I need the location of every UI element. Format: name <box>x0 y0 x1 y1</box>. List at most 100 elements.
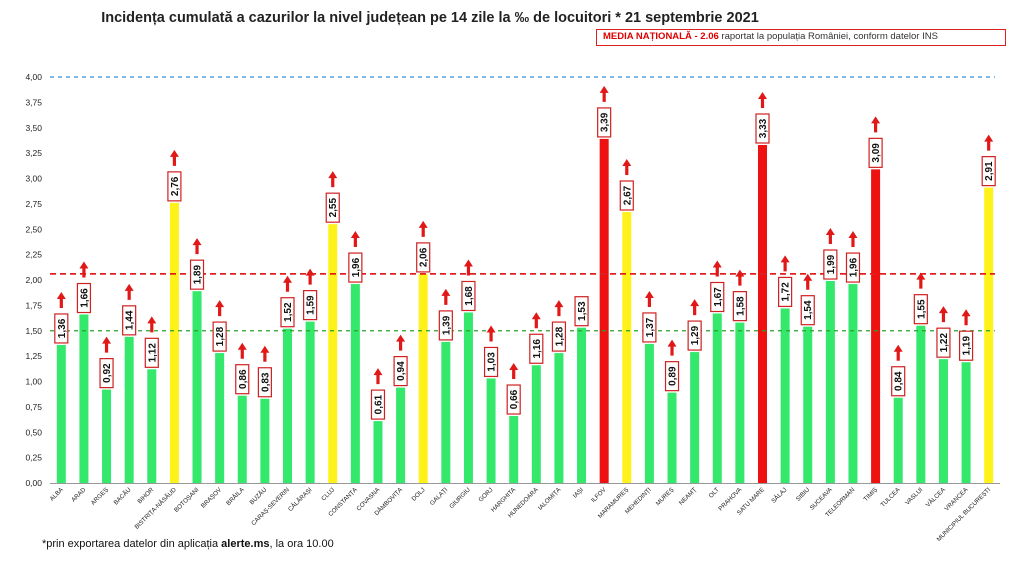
value-label: 1,53 <box>577 301 588 321</box>
up-arrow-icon <box>848 231 858 248</box>
value-label: 1,66 <box>79 288 90 308</box>
value-label-box <box>506 384 521 415</box>
bars <box>56 138 994 484</box>
category-label: SIBIU <box>795 486 811 502</box>
bar <box>102 389 112 483</box>
bar <box>984 187 994 483</box>
bar <box>463 312 473 483</box>
category-label: TIMIȘ <box>862 486 879 503</box>
value-label-box <box>348 252 363 283</box>
category-label: BRAȘOV <box>200 486 224 510</box>
value-label: 1,96 <box>848 257 859 277</box>
y-tick-label: 1,00 <box>25 377 42 387</box>
value-label: 1,67 <box>713 287 724 307</box>
value-label: 1,29 <box>690 325 701 345</box>
bar <box>283 328 292 483</box>
category-label: VÂLCEA <box>925 486 948 509</box>
value-label: 0,92 <box>102 363 113 383</box>
bar <box>690 352 700 483</box>
value-label-box <box>167 171 182 202</box>
bar <box>712 313 722 483</box>
up-arrow-icon <box>984 134 994 151</box>
value-label-box <box>958 330 974 361</box>
category-label: GORJ <box>477 486 494 503</box>
value-label-box <box>438 310 453 341</box>
up-arrow-icon <box>554 300 564 317</box>
value-label-box <box>936 327 951 358</box>
category-label: SĂLAJ <box>770 486 788 504</box>
up-arrow-icon <box>871 116 881 133</box>
bar <box>825 281 835 483</box>
y-tick-label: 3,00 <box>25 174 42 184</box>
value-label-box <box>687 320 702 351</box>
value-label: 2,06 <box>419 247 430 267</box>
value-label-box <box>303 290 318 321</box>
value-label: 1,68 <box>464 286 475 306</box>
y-tick-label: 0,50 <box>25 427 42 437</box>
bar <box>893 397 903 483</box>
value-label: 1,58 <box>735 296 746 316</box>
category-label: DOLJ <box>410 486 426 502</box>
value-label-box <box>416 242 431 273</box>
category-label: ARGEȘ <box>90 486 110 506</box>
bar <box>848 284 858 483</box>
value-label-box <box>732 291 747 322</box>
category-label: CĂLĂRAȘI <box>287 486 314 513</box>
bar <box>305 321 315 483</box>
value-label: 1,55 <box>916 299 927 319</box>
up-arrow-icon <box>644 290 654 307</box>
up-arrow-icon <box>690 299 700 316</box>
up-arrow-icon <box>283 275 292 292</box>
value-label-box <box>710 281 725 313</box>
value-label: 1,12 <box>147 343 158 363</box>
bar <box>577 327 587 483</box>
up-arrow-icon <box>215 300 225 317</box>
value-label: 0,94 <box>396 361 407 381</box>
footnote: *prin exportarea datelor din aplicația a… <box>42 538 334 550</box>
category-label: BISTRIȚA-NĂSĂUD <box>133 486 178 531</box>
up-arrow-icon <box>667 339 677 356</box>
value-label: 1,72 <box>781 282 792 302</box>
value-label: 2,91 <box>984 161 995 181</box>
value-label-box <box>755 113 770 144</box>
value-label-box <box>551 321 567 352</box>
value-label: 1,54 <box>803 300 814 320</box>
value-label-box <box>529 333 544 364</box>
up-arrow-icon <box>56 291 66 308</box>
up-arrow-icon <box>803 273 813 290</box>
value-label-box <box>235 364 250 395</box>
category-label: IAȘI <box>572 486 585 499</box>
up-arrow-icon <box>192 238 202 255</box>
chart-title: Incidența cumulată a cazurilor la nivel … <box>101 10 759 26</box>
value-label-box <box>823 249 838 280</box>
bar <box>599 138 609 484</box>
value-label-box <box>212 321 227 352</box>
bar <box>169 202 179 484</box>
value-label: 1,99 <box>826 254 837 274</box>
up-arrow-icon <box>147 316 157 333</box>
bar <box>644 343 654 483</box>
national-average-value: - 2.06 <box>694 31 719 42</box>
category-label: GIURGIU <box>448 486 472 510</box>
value-label: 2,76 <box>170 176 181 196</box>
value-label: 1,19 <box>962 336 973 356</box>
category-label: ALBA <box>49 486 66 503</box>
value-label: 1,37 <box>645 317 656 337</box>
y-tick-label: 3,25 <box>25 148 42 158</box>
y-tick-label: 3,50 <box>25 123 42 133</box>
value-label-box <box>597 107 612 138</box>
value-label-box <box>642 312 657 343</box>
value-label: 3,33 <box>758 118 769 138</box>
value-label: 0,89 <box>668 366 679 386</box>
national-average-label: MEDIA NAȚIONALĂ <box>603 31 692 42</box>
value-label: 1,22 <box>939 333 950 353</box>
footnote-prefix: *prin exportarea datelor din aplicația <box>42 538 222 550</box>
up-arrow-icon <box>893 344 903 361</box>
bar <box>916 325 926 483</box>
up-arrow-icon <box>463 259 473 276</box>
category-label: CLUJ <box>320 486 336 502</box>
up-arrow-icon <box>124 283 134 300</box>
value-label-box <box>800 295 815 326</box>
value-label: 0,83 <box>260 372 271 392</box>
bar <box>79 314 89 483</box>
